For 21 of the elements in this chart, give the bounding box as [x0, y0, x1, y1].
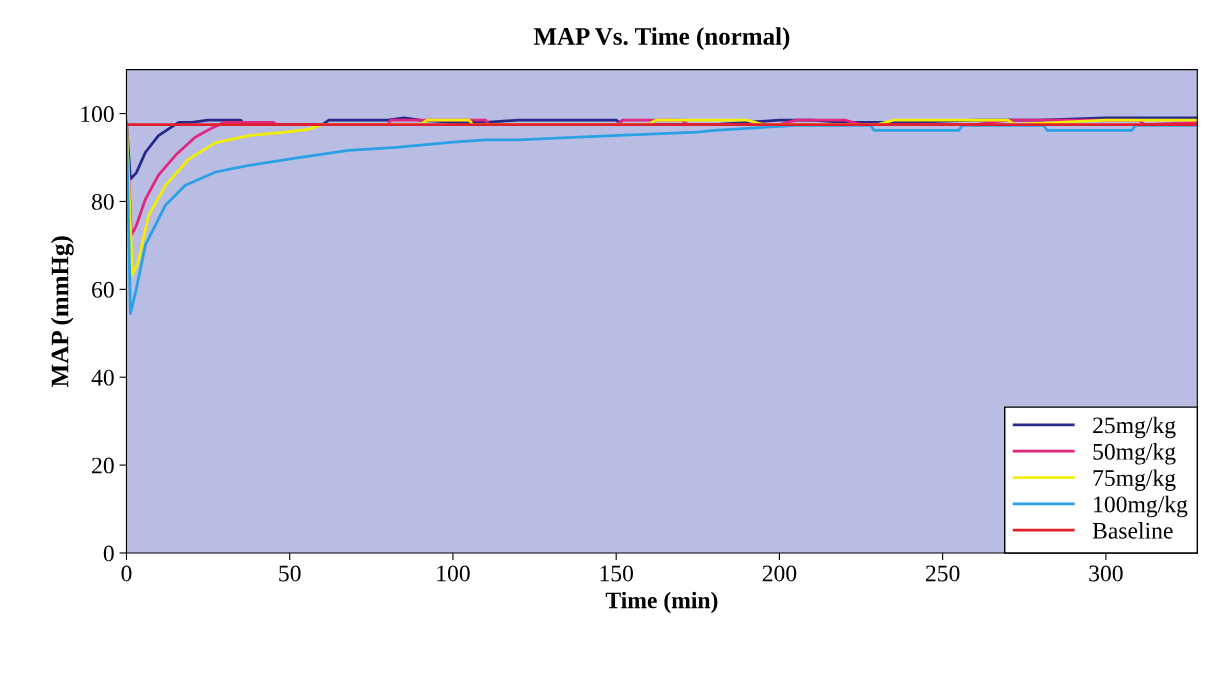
y-tick-label: 20	[92, 457, 114, 474]
x-tick-label: 0	[121, 565, 132, 582]
x-tick-label: 100	[437, 565, 470, 582]
legend-label: 50mg/kg	[1093, 443, 1176, 465]
legend-label: Baseline	[1092, 522, 1173, 539]
y-tick-label: 60	[92, 281, 114, 298]
legend-label: 75mg/kg	[1093, 469, 1176, 491]
x-tick-label: 250	[925, 565, 960, 582]
x-tick-label: 150	[600, 565, 633, 582]
x-axis-title: Time (min)	[605, 591, 718, 614]
x-tick-label: 300	[1089, 565, 1123, 582]
y-tick-label: 100	[81, 106, 114, 122]
y-axis-title: MAP (mmHg)	[50, 236, 74, 387]
y-tick-label: 80	[91, 193, 114, 210]
y-tick-label: 0	[103, 545, 114, 562]
x-tick-label: 50	[279, 565, 301, 582]
y-tick-label: 40	[91, 369, 114, 386]
chart-title: MAP Vs. Time (normal)	[533, 27, 790, 50]
legend-label: 100mg/kg	[1094, 495, 1188, 518]
legend-label: 25mg/kg	[1093, 416, 1176, 439]
x-tick-label: 200	[762, 565, 797, 582]
